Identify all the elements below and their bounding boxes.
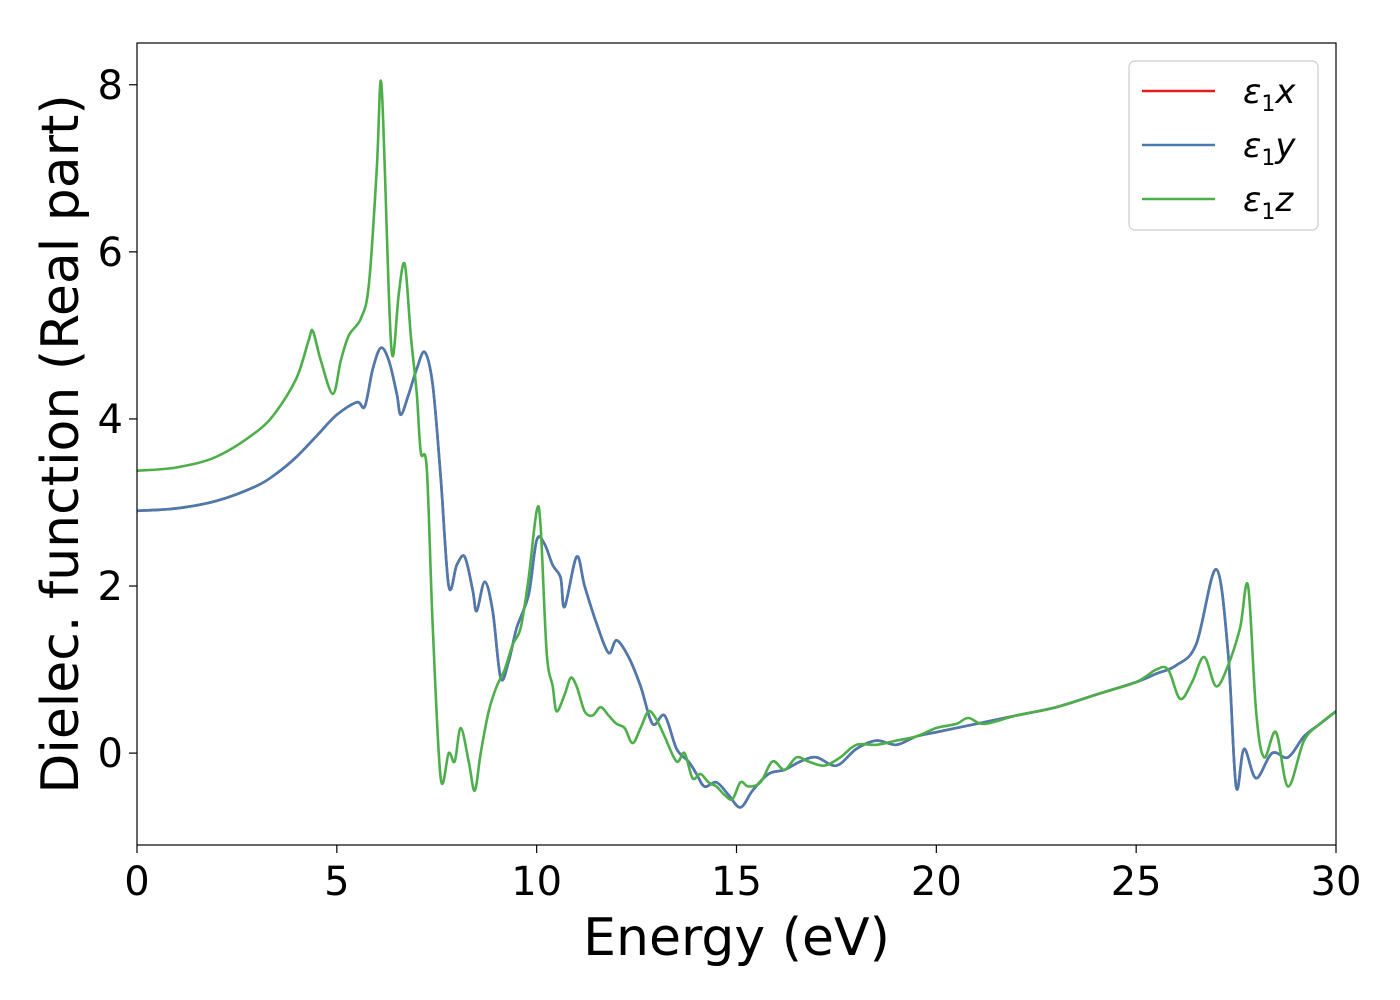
series-line-x [137,346,1336,809]
plot-lines [137,79,1336,809]
x-tick-label: 15 [711,859,762,905]
x-tick-label: 30 [1311,859,1362,905]
legend-entry-x: ε1x [1243,72,1296,117]
x-axis: 0 5 10 15 20 25 30 [124,845,1361,905]
y-axis-title: Dielec. function (Real part) [31,94,91,793]
x-tick-label: 5 [324,859,349,905]
x-axis-title: Energy (eV) [583,908,890,968]
legend-entry-y: ε1y [1243,126,1296,171]
legend-box [1128,60,1319,231]
x-tick-label: 0 [124,859,149,905]
y-tick-label: 6 [98,230,123,276]
y-tick-label: 4 [98,397,123,443]
legend-entry-z: ε1z [1243,180,1294,225]
y-tick-label: 8 [98,63,123,109]
x-tick-label: 25 [1111,859,1162,905]
series-line-y [137,346,1336,809]
x-tick-label: 20 [911,859,962,905]
x-tick-label: 10 [511,859,562,905]
y-axis: 0 2 4 6 8 [98,63,137,777]
y-tick-label: 2 [98,564,123,610]
y-tick-label: 0 [98,731,123,777]
series-line-z [137,79,1336,801]
legend: ε1x ε1y ε1z [1128,60,1319,231]
